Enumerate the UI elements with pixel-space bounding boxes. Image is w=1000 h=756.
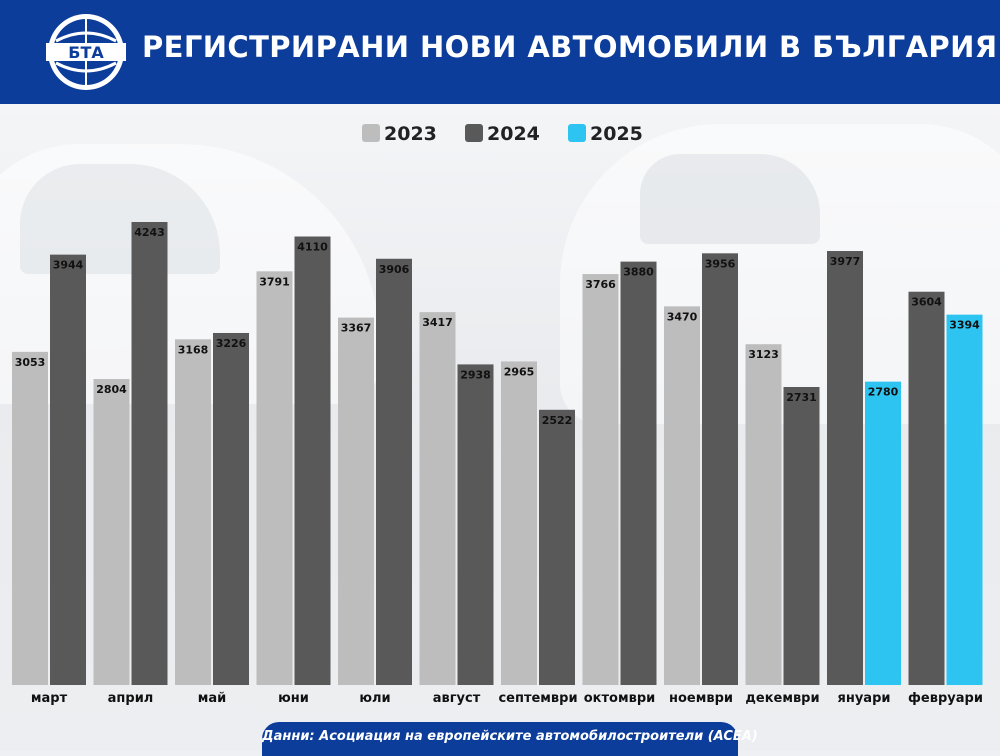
bta-logo: БТА (46, 14, 126, 90)
tick-label-октомври: октомври (584, 691, 656, 706)
data-label-декември-2023: 3123 (748, 348, 779, 361)
bar-юли-2023 (338, 317, 374, 685)
tick-label-декември: декември (745, 691, 819, 706)
bar-юли-2024 (376, 258, 412, 685)
bar-юни-2024 (294, 236, 331, 686)
data-label-септември-2023: 2965 (504, 365, 535, 378)
data-label-юли-2023: 3367 (341, 322, 372, 335)
bar-декември-2024 (783, 386, 820, 685)
tick-label-юли: юли (359, 691, 390, 706)
tick-label-февруари: февруари (908, 691, 983, 706)
svg-text:БТА: БТА (68, 43, 104, 62)
tick-label-април: април (108, 691, 154, 706)
data-label-октомври-2024: 3880 (623, 266, 654, 279)
page-title: РЕГИСТРИРАНИ НОВИ АВТОМОБИЛИ В БЪЛГАРИЯ (142, 30, 998, 64)
legend-label-2023: 2023 (384, 123, 437, 145)
header-banner: БТА РЕГИСТРИРАНИ НОВИ АВТОМОБИЛИ В БЪЛГА… (0, 0, 1000, 104)
bg-car-window (640, 154, 820, 244)
tick-label-юни: юни (278, 691, 309, 706)
data-label-май-2023: 3168 (178, 343, 209, 356)
bar-февруари-2025 (946, 314, 983, 685)
bar-октомври-2023 (582, 274, 619, 685)
data-label-юни-2024: 4110 (297, 241, 328, 254)
data-label-юни-2023: 3791 (259, 275, 290, 288)
bar-ноември-2024 (702, 253, 738, 686)
data-label-май-2024: 3226 (216, 337, 247, 350)
tick-label-май: май (198, 691, 227, 706)
data-label-септември-2024: 2522 (542, 414, 573, 427)
bar-май-2024 (213, 332, 249, 685)
data-label-август-2023: 3417 (422, 316, 453, 329)
tick-label-март: март (31, 691, 68, 706)
data-label-ноември-2023: 3470 (667, 310, 698, 323)
bar-януари-2024 (827, 251, 863, 685)
legend-swatch-2024 (465, 124, 483, 142)
data-label-август-2024: 2938 (460, 368, 491, 381)
bar-април-2024 (131, 222, 168, 685)
data-label-април-2024: 4243 (134, 226, 165, 239)
bar-април-2023 (93, 379, 130, 685)
bar-май-2023 (175, 339, 211, 685)
bar-ноември-2023 (664, 306, 700, 685)
bar-октомври-2024 (620, 261, 657, 685)
bar-август-2023 (419, 312, 456, 685)
data-label-юли-2024: 3906 (379, 263, 410, 276)
bar-септември-2023 (501, 361, 537, 685)
bar-август-2024 (457, 364, 494, 685)
bar-февруари-2024 (908, 291, 945, 685)
bar-декември-2023 (745, 344, 782, 685)
bar-юни-2023 (256, 271, 293, 685)
bar-март-2024 (50, 254, 86, 686)
data-label-ноември-2024: 3956 (705, 257, 736, 270)
data-label-март-2024: 3944 (53, 259, 84, 272)
bar-март-2023 (12, 351, 48, 685)
legend-label-2024: 2024 (487, 123, 540, 145)
tick-label-ноември: ноември (669, 691, 733, 706)
data-label-февруари-2025: 3394 (949, 319, 980, 332)
data-label-януари-2025: 2780 (868, 386, 899, 399)
legend-swatch-2025 (568, 124, 586, 142)
tick-label-януари: януари (838, 691, 891, 706)
legend-swatch-2023 (362, 124, 380, 142)
data-label-февруари-2024: 3604 (911, 296, 942, 309)
tick-label-август: август (433, 691, 481, 706)
legend-label-2025: 2025 (590, 123, 643, 145)
data-label-октомври-2023: 3766 (585, 278, 616, 291)
data-label-април-2023: 2804 (96, 383, 127, 396)
bar-септември-2024 (539, 409, 575, 685)
data-label-декември-2024: 2731 (786, 391, 817, 404)
data-label-март-2023: 3053 (15, 356, 46, 369)
bar-chart: 2023 2024 2025 3053 3944 март 2804 4243 април 316… (12, 123, 983, 706)
tick-label-септември: септември (498, 691, 577, 706)
bar-януари-2025 (865, 381, 901, 685)
data-label-януари-2024: 3977 (830, 255, 861, 268)
source-note: Данни: Асоциация на европейските автомоб… (262, 722, 758, 756)
